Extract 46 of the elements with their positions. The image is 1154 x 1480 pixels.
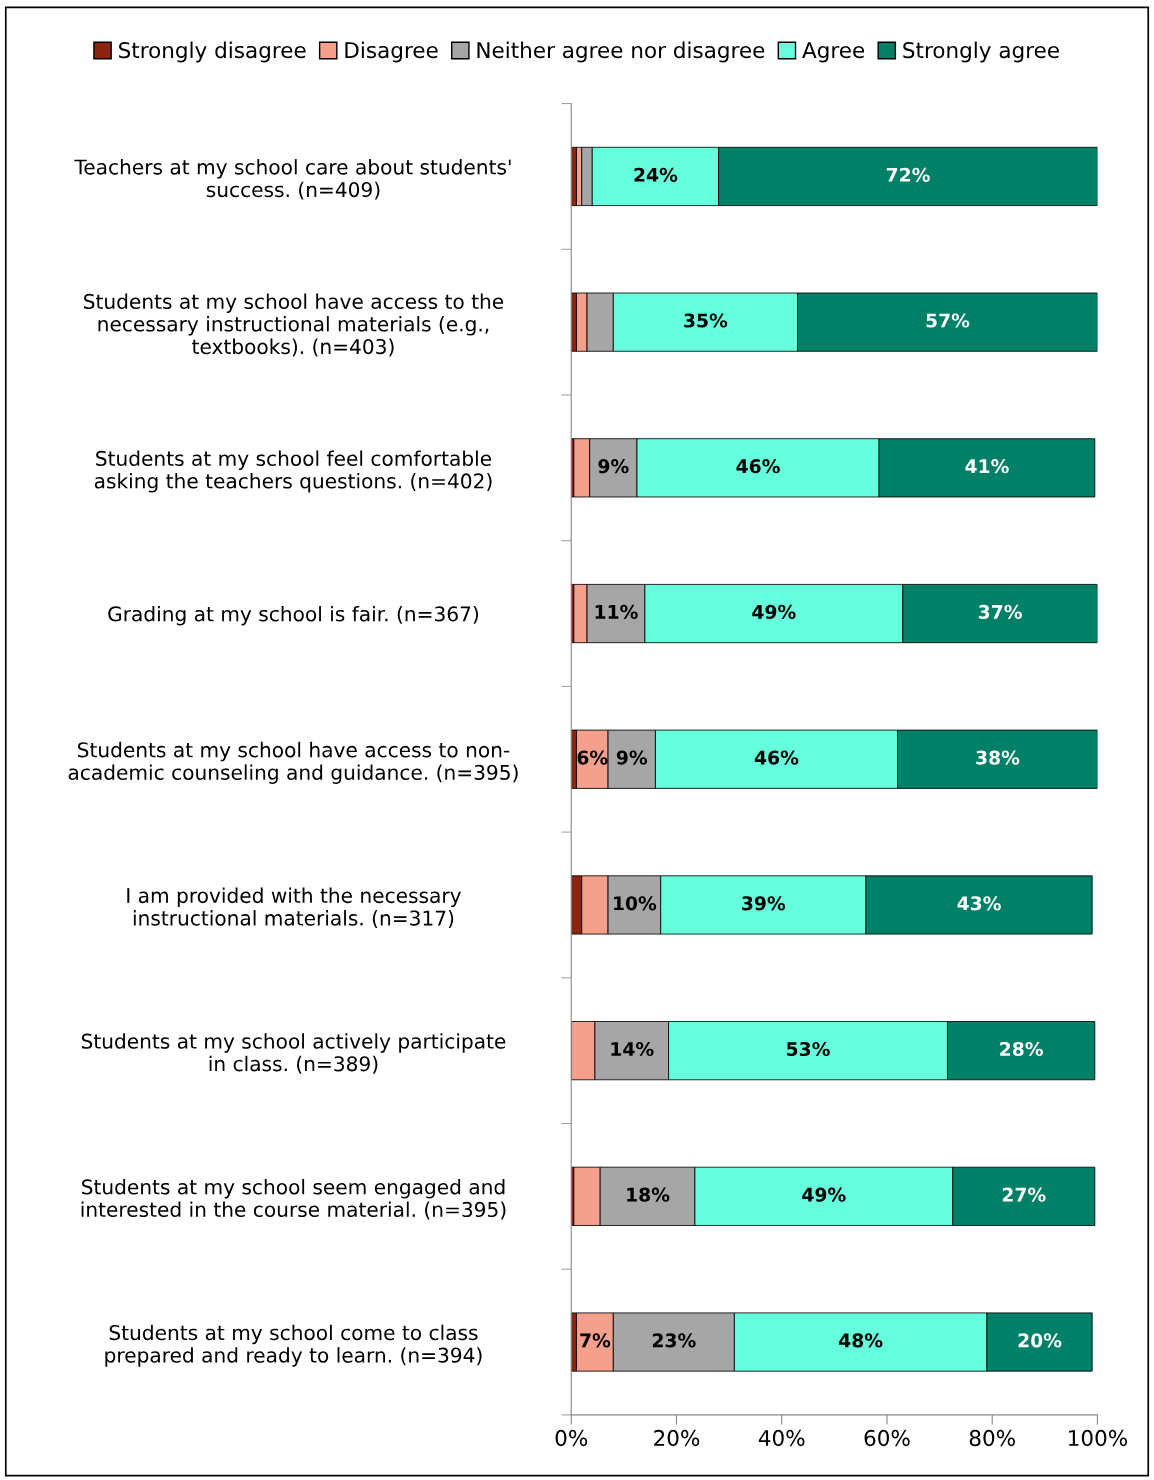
y-tick-label: Students at my school feel comfortable asking the teachers questions. (n=402) [94,450,492,493]
data-label: 49% [752,604,796,619]
legend-label: Strongly agree [903,41,1059,63]
data-label: 37% [978,604,1022,619]
data-label: 41% [965,459,1009,474]
data-label: 9% [616,750,648,765]
x-tick-label: 100% [1069,1429,1128,1447]
y-tick-label: Students at my school seem engaged and interested in the course material. (n=395) [81,1178,506,1220]
y-tick-label: Grading at my school is fair. (n=367) [108,605,479,626]
x-tick-label: 0% [555,1429,588,1447]
y-tick-label: Students at my school come to class prepared and ready to learn. (n=394) [105,1324,482,1367]
y-tick-label: Students at my school actively participate in class. (n=389) [81,1033,506,1074]
data-label: 38% [976,750,1020,765]
data-label: 24% [634,167,678,182]
legend-label: Strongly disagree [119,41,306,63]
data-label: 72% [886,167,930,182]
legend-label: Neither agree nor disagree [477,41,765,63]
x-tick-label: 40% [758,1429,805,1447]
data-label: 11% [595,604,638,619]
legend-label: Disagree [345,41,438,63]
data-label: 46% [754,750,799,765]
data-label: 57% [926,313,970,328]
data-label: 14% [611,1041,654,1057]
y-tick-label: Students at my school have access to the necessary instructional materials (e.g., textbooks). (n=403) [84,293,504,357]
legend-label: Agree [802,42,865,63]
x-tick-label: 80% [969,1429,1015,1447]
data-label: 28% [1000,1041,1043,1057]
data-label: 53% [787,1041,830,1057]
data-label: 43% [957,896,1001,911]
data-label: 46% [736,459,780,474]
data-label: 18% [627,1187,670,1202]
data-label: 49% [802,1187,846,1202]
data-label: 48% [839,1333,883,1348]
data-label: 39% [742,896,786,911]
data-label: 10% [614,896,657,911]
x-tick-label: 60% [864,1429,910,1447]
data-label: 23% [652,1333,696,1348]
data-label: 9% [598,459,629,474]
data-label: 20% [1018,1333,1062,1348]
x-tick-label: 20% [654,1429,700,1447]
y-tick-label: Students at my school have access to non- academic counseling and guidance. (n=395) [68,741,518,784]
y-tick-label: I am provided with the necessary instructional materials. (n=317) [127,887,461,929]
data-label: 7% [580,1333,611,1348]
y-tick-label: Teachers at my school care about students' success. (n=409) [74,159,511,200]
data-label: 35% [684,313,728,328]
data-label: 27% [1002,1187,1046,1202]
